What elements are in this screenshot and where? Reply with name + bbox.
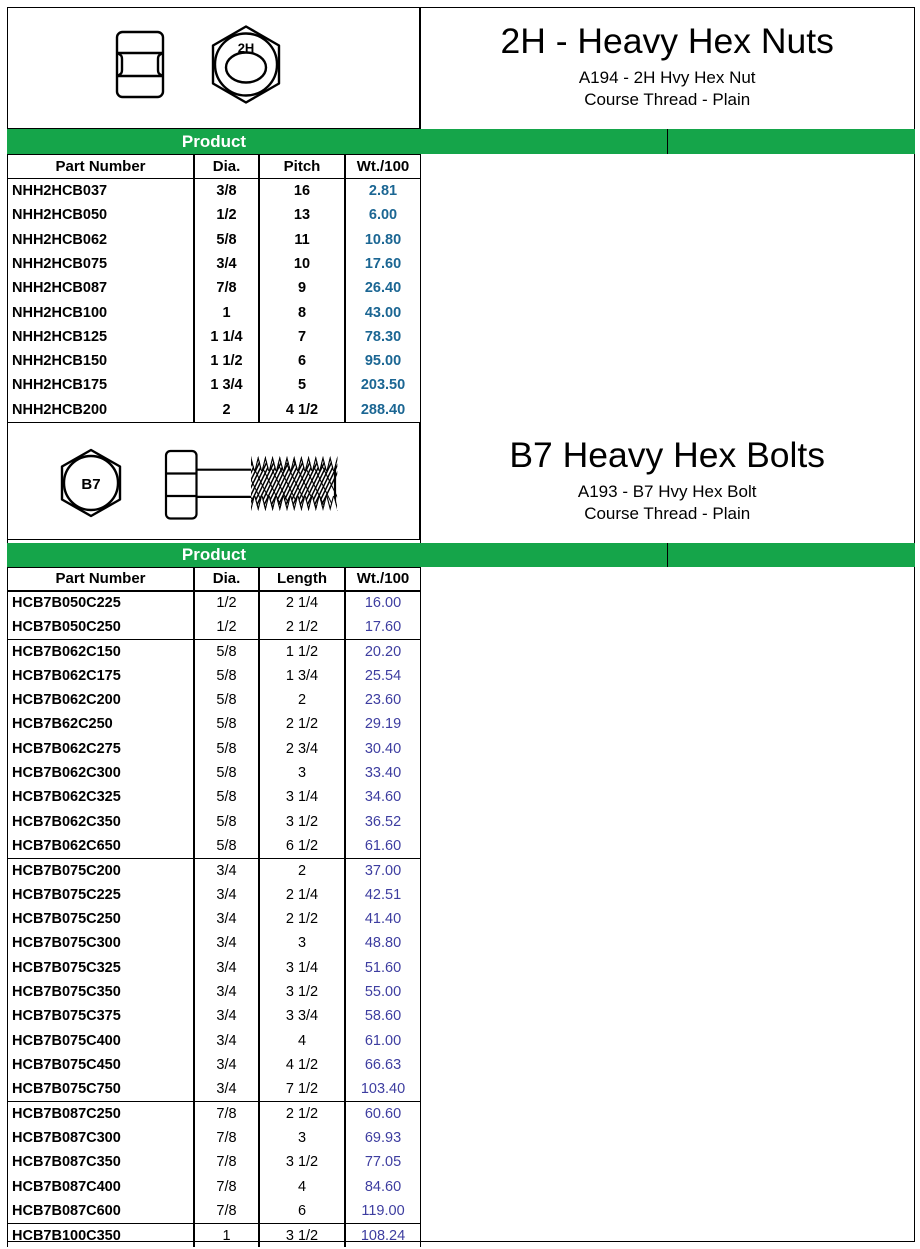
- svg-text:B7: B7: [81, 476, 100, 493]
- svg-text:2H: 2H: [238, 41, 255, 56]
